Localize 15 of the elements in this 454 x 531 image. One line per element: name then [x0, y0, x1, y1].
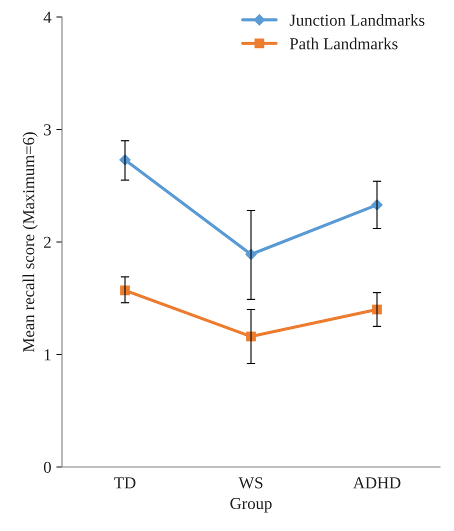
x-tick-label: ADHD	[353, 477, 400, 488]
y-tick-label: 4	[44, 12, 52, 23]
x-tick-label: TD	[114, 477, 136, 488]
y-tick-label: 0	[44, 462, 51, 473]
y-tick-label: 2	[44, 236, 51, 248]
point	[246, 332, 256, 342]
y-axis-title: Mean recall score (Maximum=6)	[22, 132, 38, 352]
y-tick-label: 3	[44, 124, 51, 136]
x-axis-title: Group	[230, 498, 272, 513]
x-tick-label: WS	[238, 477, 262, 489]
point	[372, 304, 382, 314]
y-tick-label: 1	[44, 349, 51, 360]
legend-label: Path Landmarks	[290, 38, 398, 50]
legend-label: Junction Landmarks	[290, 14, 424, 26]
point	[120, 286, 130, 296]
